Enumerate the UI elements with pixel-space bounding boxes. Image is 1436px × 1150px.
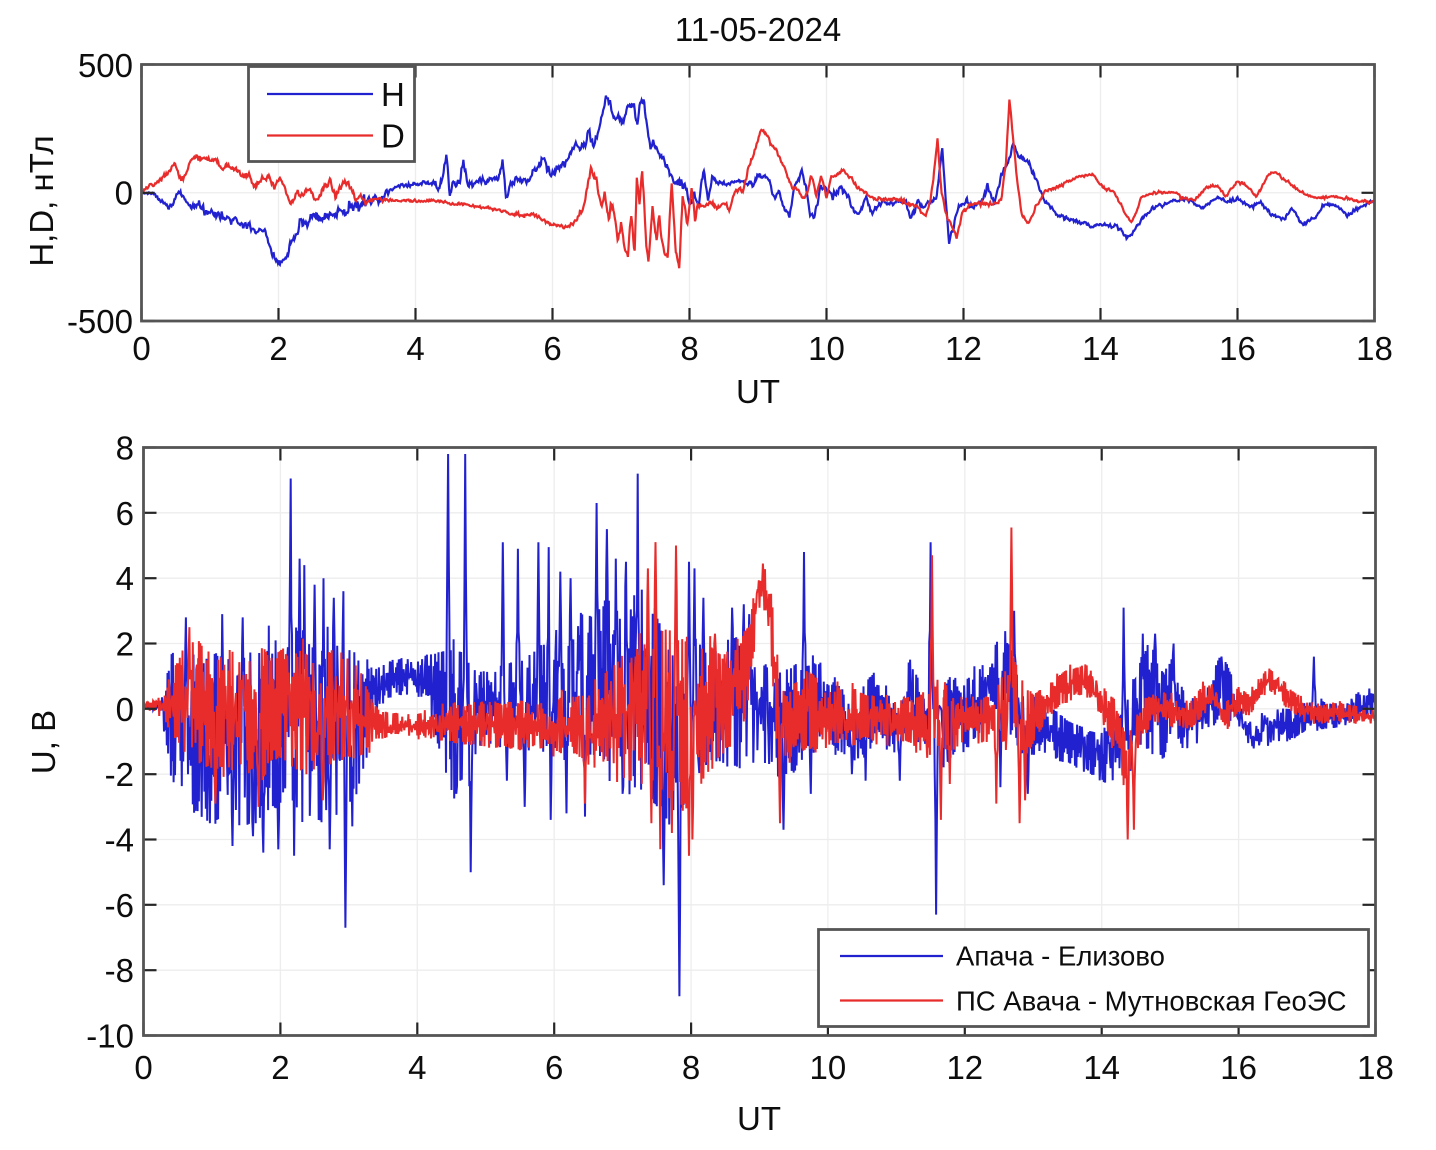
svg-text:H: H bbox=[381, 76, 405, 113]
svg-text:-10: -10 bbox=[86, 1018, 134, 1055]
svg-text:2: 2 bbox=[271, 1049, 289, 1086]
svg-text:UT: UT bbox=[737, 1100, 781, 1137]
svg-text:18: 18 bbox=[1357, 1049, 1394, 1086]
svg-text:-2: -2 bbox=[105, 756, 134, 793]
svg-text:500: 500 bbox=[78, 47, 133, 84]
svg-text:6: 6 bbox=[543, 330, 561, 367]
svg-text:11-05-2024: 11-05-2024 bbox=[675, 11, 841, 48]
svg-text:H,D, нТл: H,D, нТл bbox=[23, 135, 60, 266]
svg-text:6: 6 bbox=[545, 1049, 563, 1086]
svg-text:4: 4 bbox=[116, 560, 134, 597]
svg-text:ПС Авача - Мутновская ГеоЭС: ПС Авача - Мутновская ГеоЭС bbox=[956, 986, 1346, 1017]
svg-text:6: 6 bbox=[116, 495, 134, 532]
svg-text:0: 0 bbox=[134, 1049, 152, 1086]
svg-text:0: 0 bbox=[116, 691, 134, 728]
svg-text:4: 4 bbox=[408, 1049, 426, 1086]
svg-text:-6: -6 bbox=[105, 887, 134, 924]
svg-text:16: 16 bbox=[1219, 330, 1256, 367]
svg-text:0: 0 bbox=[132, 330, 150, 367]
svg-text:14: 14 bbox=[1083, 1049, 1120, 1086]
svg-text:14: 14 bbox=[1082, 330, 1119, 367]
svg-text:-4: -4 bbox=[105, 822, 134, 859]
svg-text:12: 12 bbox=[945, 330, 982, 367]
svg-text:4: 4 bbox=[406, 330, 424, 367]
svg-text:U, B: U, B bbox=[25, 710, 62, 774]
svg-text:10: 10 bbox=[810, 1049, 847, 1086]
svg-text:18: 18 bbox=[1356, 330, 1393, 367]
svg-text:2: 2 bbox=[116, 626, 134, 663]
svg-text:8: 8 bbox=[682, 1049, 700, 1086]
svg-text:8: 8 bbox=[116, 430, 134, 467]
svg-text:-500: -500 bbox=[67, 303, 133, 340]
svg-text:16: 16 bbox=[1220, 1049, 1257, 1086]
svg-text:-8: -8 bbox=[105, 952, 134, 989]
svg-text:8: 8 bbox=[680, 330, 698, 367]
svg-text:D: D bbox=[381, 118, 405, 155]
svg-text:2: 2 bbox=[269, 330, 287, 367]
svg-text:0: 0 bbox=[115, 175, 133, 212]
svg-text:10: 10 bbox=[808, 330, 845, 367]
svg-text:UT: UT bbox=[736, 373, 780, 410]
svg-text:12: 12 bbox=[946, 1049, 983, 1086]
svg-text:Апача - Елизово: Апача - Елизово bbox=[956, 941, 1165, 972]
